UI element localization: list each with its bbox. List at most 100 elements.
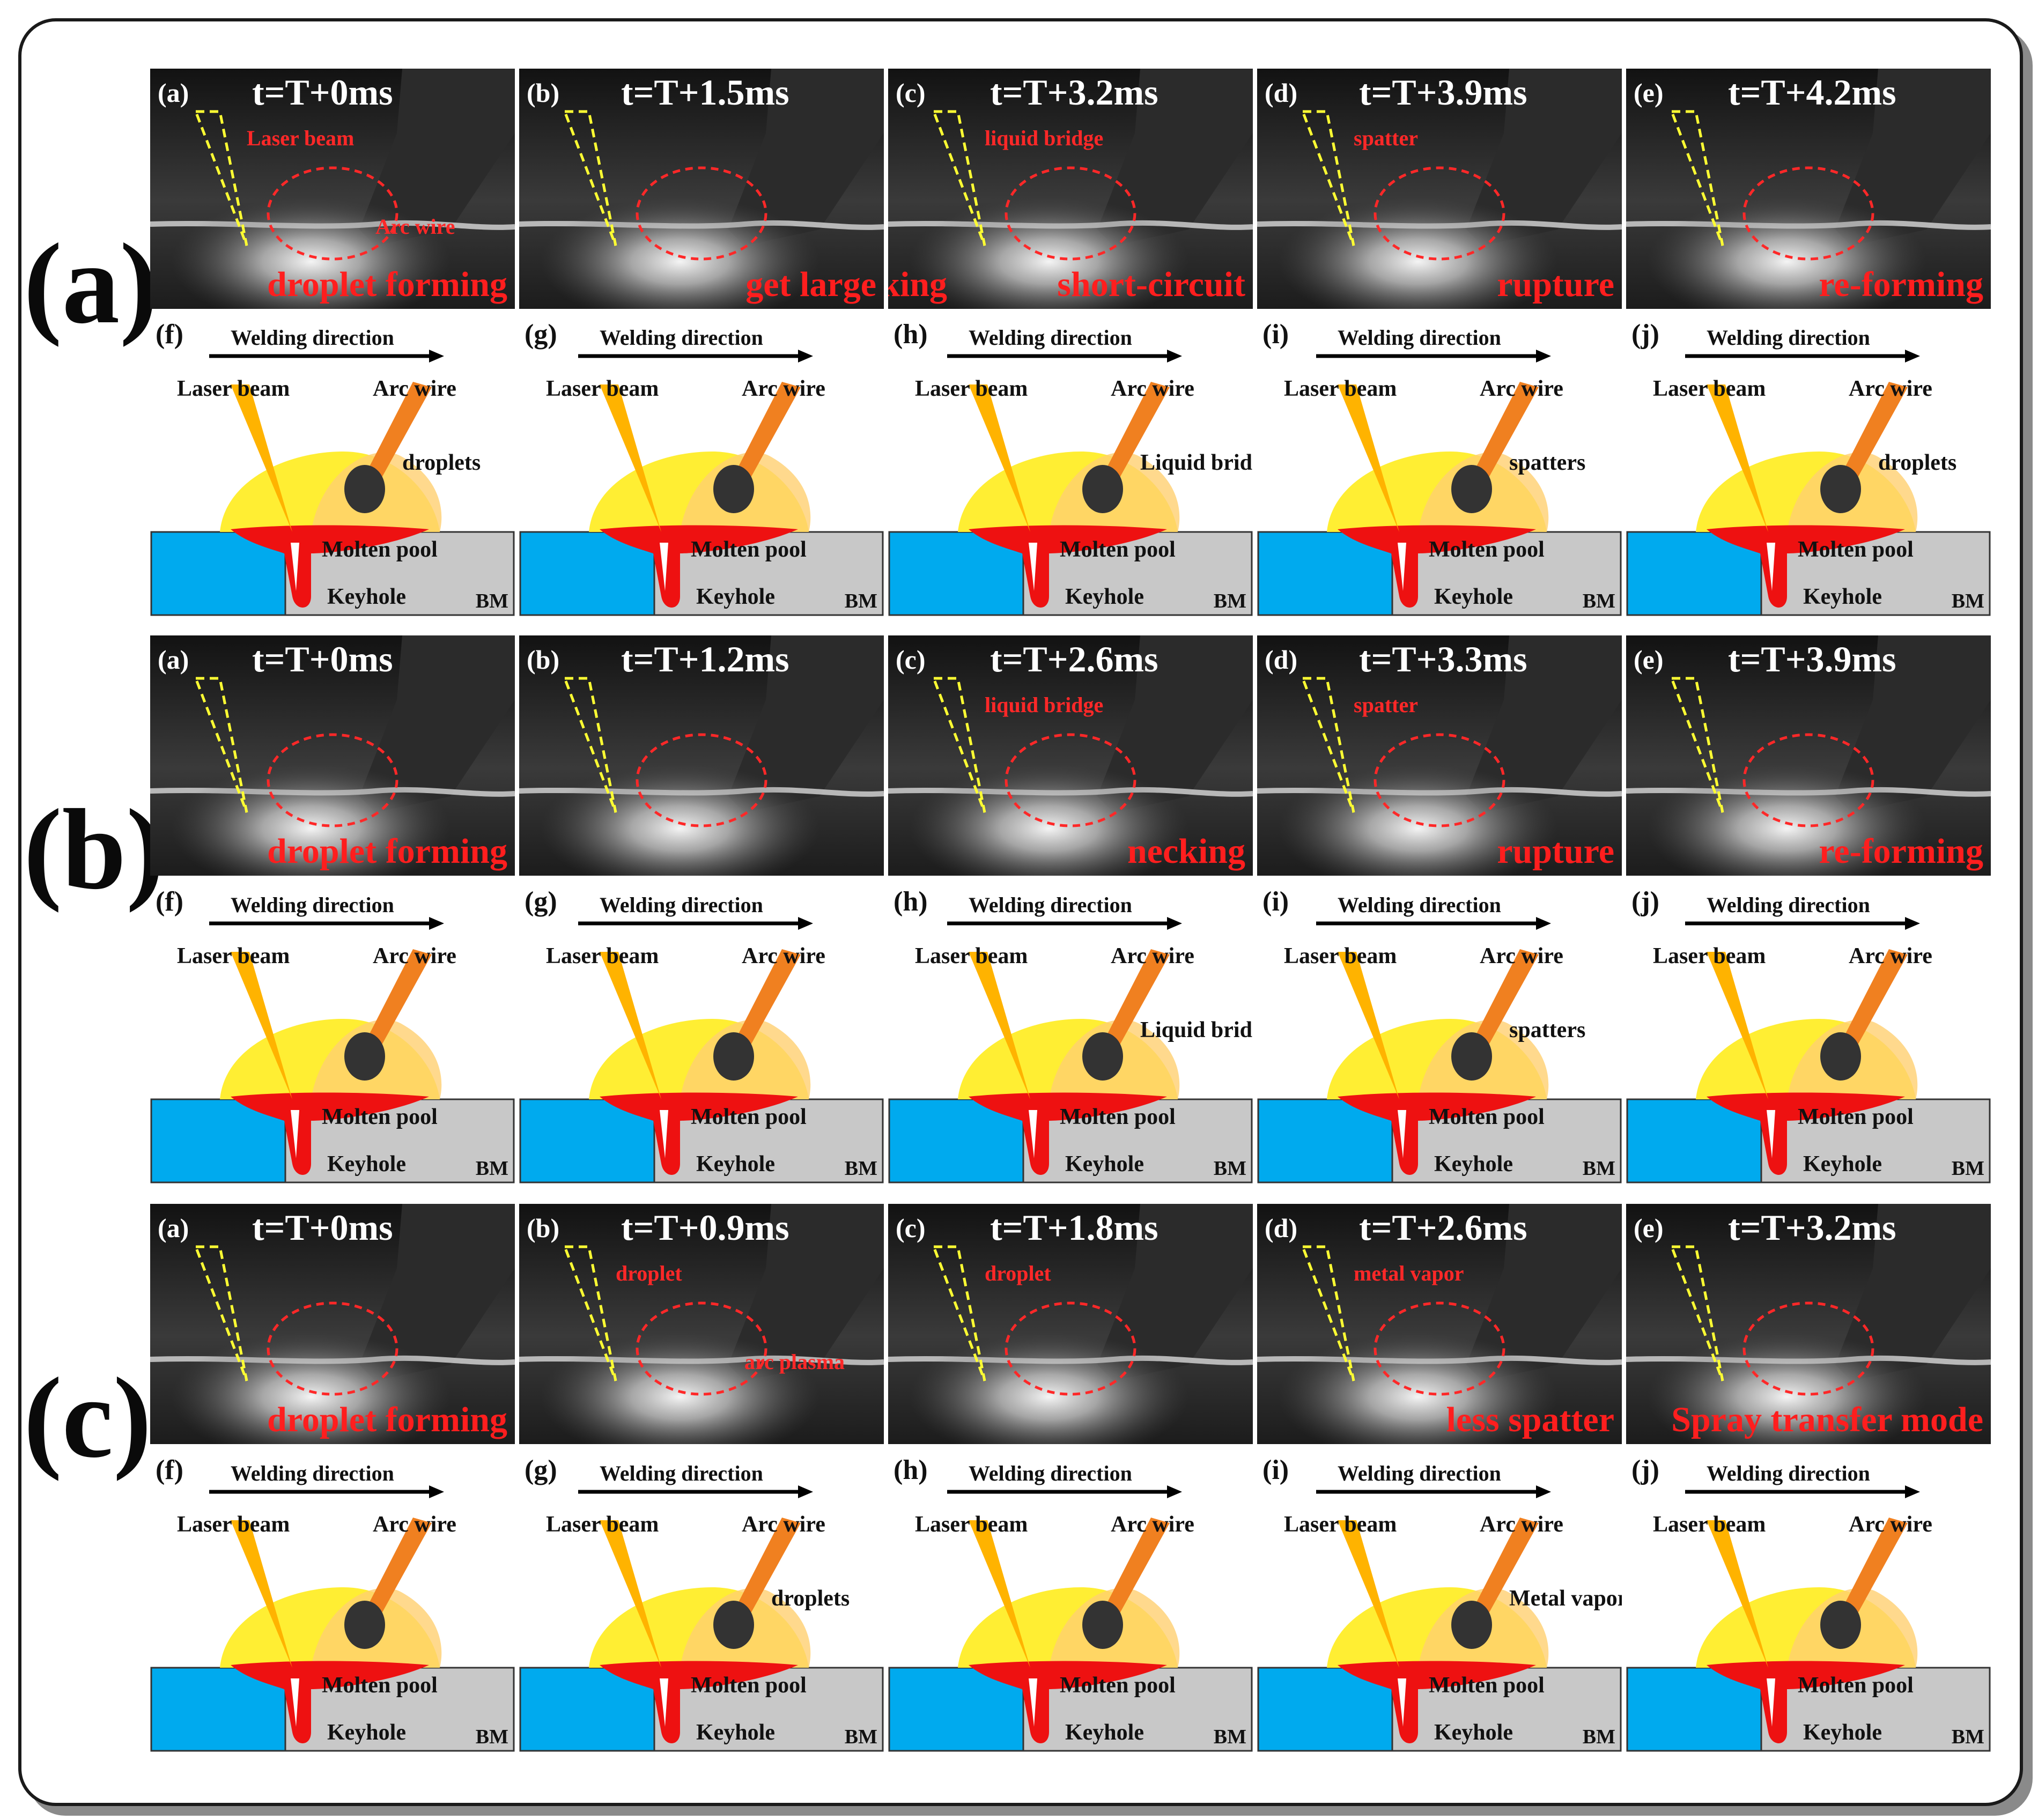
base-metal-label: BM: [475, 590, 508, 612]
keyhole: [660, 1110, 668, 1158]
figure-frame: [18, 18, 2023, 1806]
arc-wire: [731, 949, 801, 1056]
droplet-outline: [1742, 733, 1874, 827]
schematic-label: (g): [525, 886, 557, 917]
arc-wire: [1100, 1518, 1170, 1625]
laser-beam: [231, 1520, 292, 1668]
keyhole-label: Keyhole: [1065, 1152, 1144, 1177]
schematic-panel: (i) Welding direction Laser beam Arc wire Mo…: [1257, 317, 1622, 618]
molten-pool-label: Molten pool: [1429, 1673, 1545, 1698]
laser-beam-label: Laser beam: [915, 376, 1028, 401]
photo-panel: (d) t=T+2.6ms less spatter metal vapor: [1257, 1204, 1622, 1444]
arrowhead: [1905, 1485, 1920, 1498]
torch-nozzle: [359, 635, 515, 812]
photo-panel: (d) t=T+3.9ms rupture spatter: [1257, 69, 1622, 309]
photo-label: (b): [527, 1213, 560, 1243]
schematic-label: (g): [525, 1455, 557, 1485]
row-label-a: (a): [24, 219, 158, 347]
molten-pool: [600, 1092, 798, 1175]
molten-pool-label: Molten pool: [322, 1673, 438, 1698]
keyhole: [1029, 1110, 1037, 1158]
laser-beam-label: Laser beam: [1284, 376, 1397, 401]
photo-annotation: spatter: [1354, 693, 1418, 717]
schematic-label: (f): [156, 319, 183, 350]
schematic-drawing: [1257, 917, 1622, 1183]
photo-panel: (a) t=T+0ms droplet forming: [150, 635, 515, 876]
laser-beam-label: Laser beam: [1284, 944, 1397, 968]
arc-wire-label: Arc wire: [1111, 1512, 1194, 1537]
photo-time: t=T+1.5ms: [621, 72, 789, 113]
keyhole-label: Keyhole: [327, 1152, 406, 1177]
droplet-outline: [1742, 166, 1874, 261]
laser-beam-label: Laser beam: [1653, 944, 1766, 968]
photo-caption: necking: [888, 265, 948, 304]
schematic-label: (i): [1262, 319, 1289, 350]
schematic-label: (i): [1262, 886, 1289, 917]
photo-scene: [888, 1204, 1253, 1444]
welding-direction-label: Welding direction: [600, 893, 763, 917]
base-metal-label: BM: [1582, 1726, 1615, 1748]
photo-caption: droplet forming: [267, 265, 507, 304]
welding-direction-label: Welding direction: [969, 325, 1132, 350]
base-metal-label: BM: [1582, 590, 1615, 612]
row-label-b: (b): [24, 785, 165, 913]
droplet: [344, 1601, 385, 1649]
photo-caption: less spatter: [1446, 1400, 1614, 1439]
torch-nozzle: [1466, 635, 1622, 812]
schematic-annotation: spatters: [1509, 1018, 1586, 1042]
photo-caption: re-forming: [1819, 265, 1983, 304]
photo-time: t=T+3.9ms: [1359, 72, 1527, 113]
arrowhead: [429, 1485, 444, 1498]
droplet: [344, 465, 385, 513]
droplet: [1820, 465, 1861, 513]
welding-direction-label: Welding direction: [231, 1461, 394, 1485]
torch-nozzle: [728, 635, 884, 812]
base-metal-label: BM: [844, 590, 877, 612]
arc-wire: [1838, 382, 1908, 489]
schematic-annotation: Liquid bridge: [1140, 450, 1253, 475]
laser-beam: [1707, 1520, 1768, 1668]
schematic-label: (j): [1631, 319, 1659, 350]
schematic-label: (f): [156, 1455, 183, 1485]
molten-pool-label: Molten pool: [1798, 537, 1914, 562]
laser-beam: [969, 384, 1030, 532]
photo-label: (d): [1265, 645, 1298, 675]
photo-panel: (b) t=T+1.5ms get large: [519, 69, 884, 309]
droplet-outline: [1374, 1301, 1505, 1396]
laser-beam: [1707, 384, 1768, 532]
schematic-panel: (i) Welding direction Laser beam Arc wire Mo…: [1257, 1453, 1622, 1754]
schematic-panel: (f) Welding direction Laser beam Arc wire Mo…: [150, 317, 515, 618]
molten-pool: [231, 1092, 429, 1175]
molten-pool: [969, 1092, 1167, 1175]
photo-annotation: droplet: [616, 1261, 682, 1285]
arc-wire-label: Arc wire: [1480, 944, 1563, 968]
schematic-drawing: [519, 1485, 884, 1752]
photo-scene: [1257, 635, 1622, 876]
droplet-outline: [267, 1301, 398, 1396]
keyhole-label: Keyhole: [1065, 585, 1144, 609]
keyhole-label: Keyhole: [1434, 1152, 1513, 1177]
arc-wire-label: Arc wire: [373, 1512, 456, 1537]
torch-nozzle: [1835, 635, 1991, 812]
schematic-label: (h): [894, 319, 928, 350]
arrowhead: [1167, 1485, 1182, 1498]
droplet: [1820, 1032, 1861, 1081]
schematic-annotation: Liquid bridge: [1140, 1018, 1253, 1042]
arrowhead: [1905, 917, 1920, 930]
photo-time: t=T+3.9ms: [1728, 639, 1896, 679]
photo-time: t=T+0ms: [252, 72, 393, 113]
arc-wire: [1838, 1518, 1908, 1625]
photo-label: (a): [158, 645, 189, 675]
photo-time: t=T+0ms: [252, 639, 393, 679]
schematic-panel: (j) Welding direction Laser beam Arc wire Mo…: [1626, 317, 1991, 618]
keyhole-label: Keyhole: [327, 585, 406, 609]
photo-caption: rupture: [1497, 265, 1614, 304]
photo-scene: [1626, 635, 1991, 876]
arc-wire: [1100, 382, 1170, 489]
arc-wire-label: Arc wire: [1849, 944, 1932, 968]
base-metal-label: BM: [475, 1726, 508, 1748]
schematic-panel: (h) Welding direction Laser beam Arc wire Mo…: [888, 1453, 1253, 1754]
photo-caption-secondary: short-circuit: [1057, 265, 1245, 304]
keyhole-label: Keyhole: [327, 1720, 406, 1745]
photo-label: (a): [158, 1213, 189, 1243]
